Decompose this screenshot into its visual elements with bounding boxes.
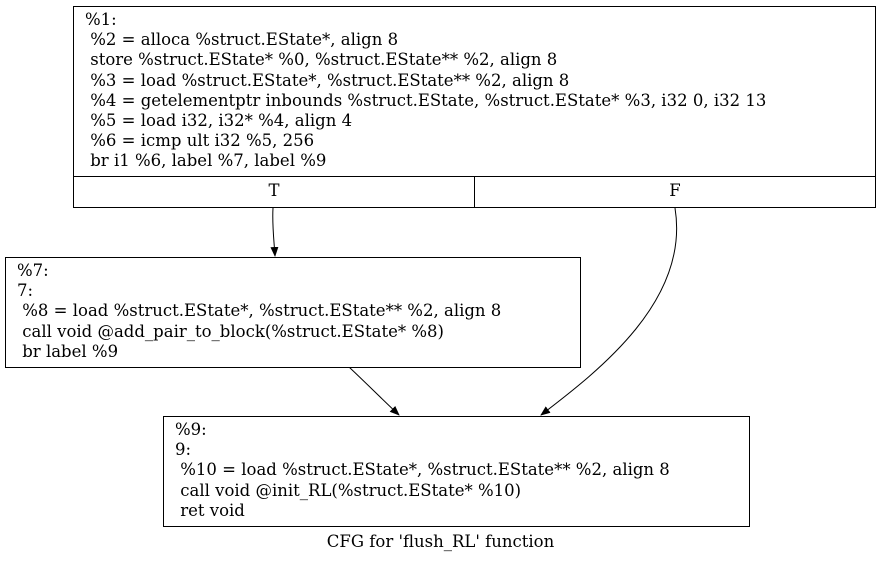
- block-7-body: %7: 7: %8 = load %struct.EState*, %struct…: [6, 258, 580, 362]
- block-9-line: ret void: [175, 500, 245, 520]
- entry-block-ports: T F: [74, 176, 875, 207]
- block-7-line: %8 = load %struct.EState*, %struct.EStat…: [17, 301, 502, 321]
- block-9-line: %9:: [175, 420, 207, 439]
- block-9-line: %10 = load %struct.EState*, %struct.ESta…: [175, 460, 670, 480]
- entry-block-line: %3 = load %struct.EState*, %struct.EStat…: [85, 70, 570, 90]
- true-branch-port: T: [268, 181, 280, 200]
- entry-block-line: %2 = alloca %struct.EState*, align 8: [85, 30, 399, 50]
- entry-block-line: store %struct.EState* %0, %struct.EState…: [85, 50, 558, 70]
- entry-block-line: br i1 %6, label %7, label %9: [85, 151, 327, 171]
- false-branch-port: F: [474, 177, 875, 207]
- block-7-node[interactable]: %7: 7: %8 = load %struct.EState*, %struct…: [5, 257, 581, 368]
- edge-entry-true-to-block-7: [270, 207, 279, 257]
- block-7-line: br label %9: [17, 341, 119, 361]
- block-9-body: %9: 9: %10 = load %struct.EState*, %struc…: [164, 417, 749, 521]
- edge-block-7-to-block-9: [348, 366, 400, 416]
- block-9-node[interactable]: %9: 9: %10 = load %struct.EState*, %struc…: [163, 416, 750, 527]
- block-9-line: 9:: [175, 440, 192, 460]
- entry-block-body: %1: %2 = alloca %struct.EState*, align 8…: [74, 7, 875, 172]
- block-7-line: %7:: [17, 261, 49, 280]
- block-7-line: call void @add_pair_to_block(%struct.ESt…: [17, 321, 444, 341]
- block-9-line: call void @init_RL(%struct.EState* %10): [175, 480, 522, 500]
- entry-block-line: %5 = load i32, i32* %4, align 4: [85, 111, 353, 131]
- entry-block-line: %6 = icmp ult i32 %5, 256: [85, 131, 315, 151]
- graph-caption: CFG for 'flush_RL' function: [326, 532, 555, 551]
- block-7-line: 7:: [17, 281, 34, 301]
- entry-block-line: %1:: [85, 10, 117, 29]
- entry-block-node[interactable]: %1: %2 = alloca %struct.EState*, align 8…: [73, 6, 876, 208]
- edge-entry-false-to-block-9: [540, 207, 678, 416]
- entry-block-line: %4 = getelementptr inbounds %struct.ESta…: [85, 90, 767, 110]
